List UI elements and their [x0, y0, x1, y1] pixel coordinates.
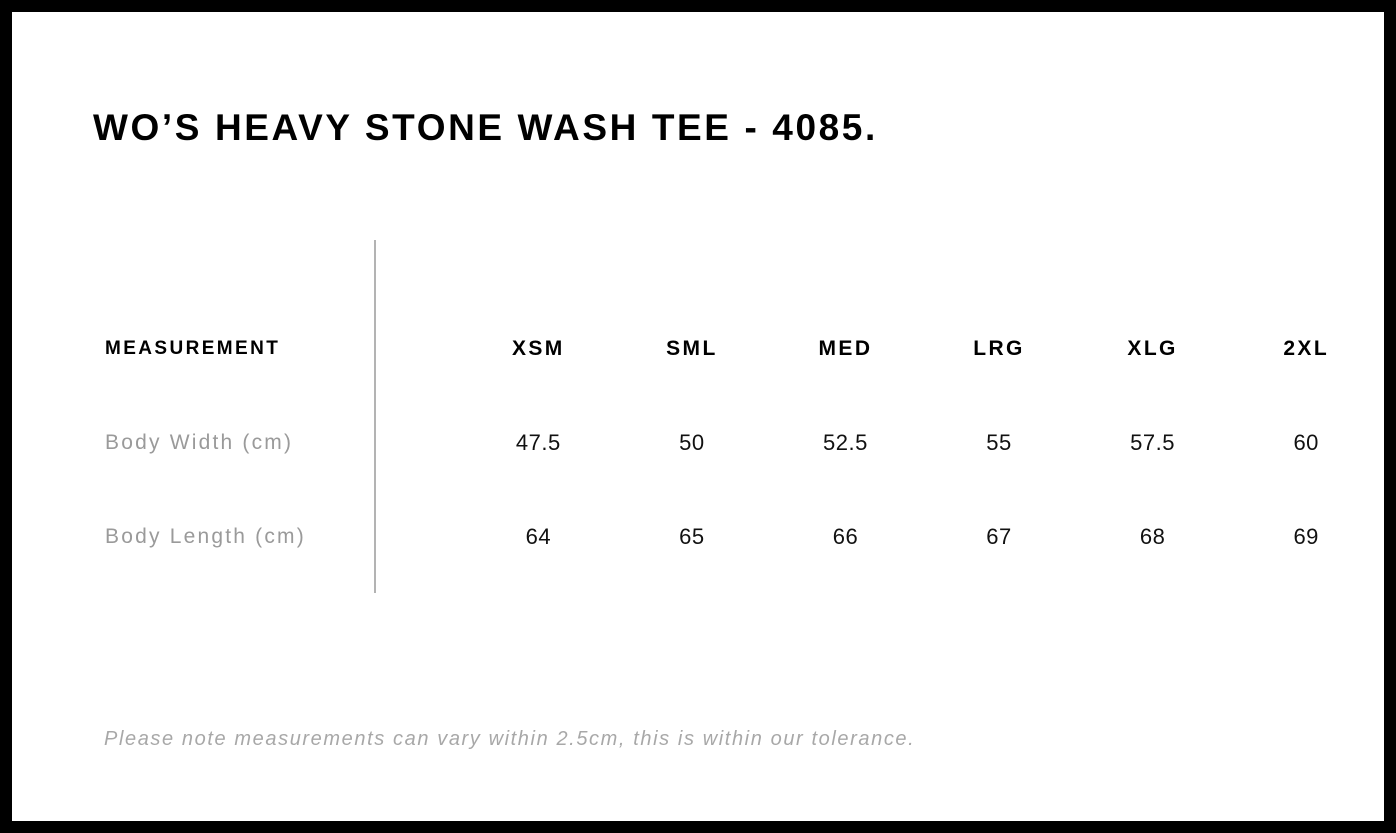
cell-body-length-xlg: 68	[1139, 524, 1166, 549]
cell-body-length-2xl: 69	[1293, 524, 1319, 549]
cell-body-length-lrg: 67	[986, 524, 1012, 549]
table-header: MEASUREMENT XSM SML MED LRG XLG 2XL	[93, 302, 1383, 396]
table-row: Body Width (cm) 47.5 50 52.5 55 57.5 60	[93, 396, 1383, 490]
cell-body-width-sml: 50	[679, 430, 705, 455]
table-header-row: MEASUREMENT XSM SML MED LRG XLG 2XL	[93, 302, 1383, 396]
measurements-table: MEASUREMENT XSM SML MED LRG XLG 2XL Body…	[93, 302, 1383, 584]
column-header-sml: SML	[666, 337, 718, 360]
table-row: Body Length (cm) 64 65 66 67 68 69	[93, 490, 1383, 584]
row-label-body-width: Body Width (cm)	[105, 431, 294, 454]
column-header-2xl: 2XL	[1283, 337, 1330, 360]
column-header-lrg: LRG	[973, 337, 1025, 360]
page-title: WO’S HEAVY STONE WASH TEE - 4085.	[93, 107, 878, 148]
cell-body-width-xsm: 47.5	[515, 430, 561, 455]
tolerance-note: Please note measurements can vary within…	[104, 728, 916, 750]
size-chart-inner: WO’S HEAVY STONE WASH TEE - 4085. MEASUR…	[12, 12, 1384, 821]
cell-body-width-2xl: 60	[1293, 430, 1319, 455]
column-header-med: MED	[818, 337, 873, 360]
cell-body-width-xlg: 57.5	[1130, 430, 1175, 455]
column-header-xlg: XLG	[1127, 337, 1178, 360]
column-header-xsm: XSM	[511, 337, 565, 360]
cell-body-width-lrg: 55	[986, 430, 1012, 455]
cell-body-length-med: 66	[832, 524, 859, 549]
row-label-body-length: Body Length (cm)	[105, 525, 306, 548]
cell-body-length-sml: 65	[679, 524, 705, 549]
cell-body-width-med: 52.5	[823, 430, 868, 455]
column-header-measurement: MEASUREMENT	[105, 338, 281, 359]
column-divider	[374, 240, 376, 593]
cell-body-length-xsm: 64	[525, 524, 552, 549]
table-body: Body Width (cm) 47.5 50 52.5 55 57.5 60 …	[93, 396, 1383, 584]
